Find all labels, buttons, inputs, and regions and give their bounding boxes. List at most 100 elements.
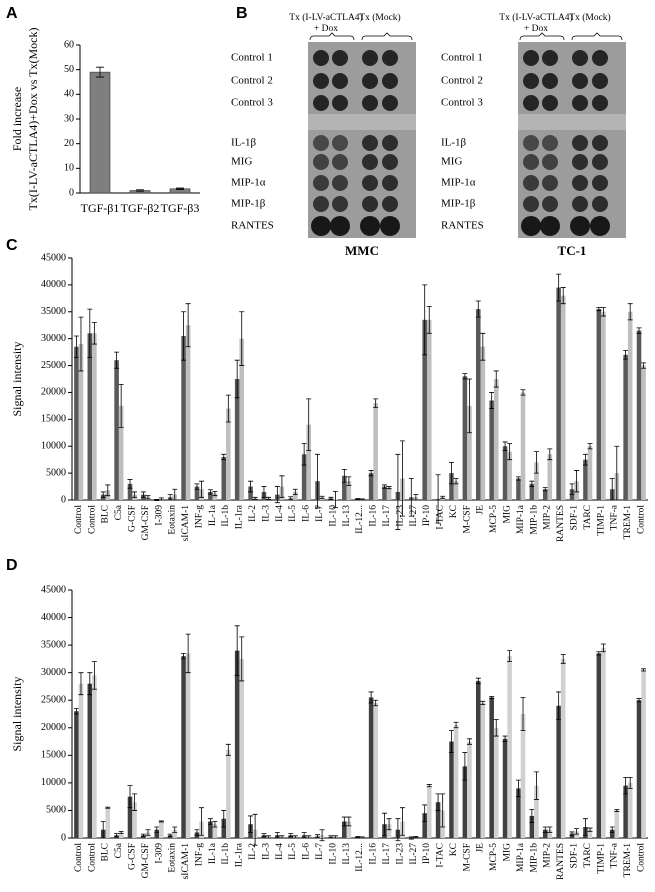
blot-group-label: + Dox [314, 24, 338, 34]
brace [571, 32, 623, 41]
x-tick-label: M-CSF [462, 505, 472, 534]
bar [467, 405, 472, 500]
y-tick-label: 25000 [41, 695, 66, 706]
error-bar [426, 306, 432, 334]
error-bar [341, 816, 347, 827]
error-bar [221, 810, 227, 828]
x-tick-label: sICAM-1 [181, 505, 191, 542]
error-bar [288, 833, 294, 838]
y-tick-label: 10000 [41, 441, 66, 452]
bar [480, 702, 486, 838]
x-tick-label: C5a [114, 842, 124, 858]
x-tick-label: Control [87, 505, 97, 534]
error-bar [132, 793, 138, 811]
error-bar [301, 832, 307, 839]
error-bar [641, 362, 647, 369]
error-bar [207, 818, 213, 825]
blot-spot [382, 50, 398, 66]
x-tick-label: IL-1ra [235, 504, 245, 529]
x-tick-label: MIG [503, 505, 513, 524]
x-tick-label: IL-2 [248, 505, 258, 522]
error-bar [422, 284, 428, 356]
bar [489, 400, 494, 500]
blot-spot [382, 154, 398, 170]
error-bar [341, 468, 347, 483]
bar [78, 683, 84, 838]
bar [221, 818, 227, 838]
error-bar [96, 66, 104, 78]
error-bar [627, 776, 633, 789]
error-bar [136, 189, 144, 192]
error-bar [118, 383, 124, 428]
bar [382, 486, 387, 500]
error-bar [462, 752, 468, 781]
blot-row-label: RANTES [231, 220, 274, 232]
bar [462, 376, 468, 500]
blot-spot [313, 135, 329, 151]
bar [520, 392, 526, 500]
x-tick-label: TARC [583, 505, 593, 530]
x-tick-label: BLC [101, 505, 111, 523]
bar [449, 473, 454, 500]
error-bar [542, 826, 548, 833]
bar [373, 403, 378, 500]
error-bar [225, 743, 231, 756]
error-bar [600, 643, 606, 653]
blot-row-label: Control 1 [441, 52, 483, 64]
error-bar [234, 359, 240, 399]
bar [248, 486, 253, 500]
x-tick-label: IL-3 [261, 843, 271, 860]
error-bar [529, 808, 535, 823]
error-bar [574, 828, 580, 835]
error-bar [386, 818, 392, 831]
error-bar [609, 478, 615, 501]
blot-group-label: + Dox [524, 24, 548, 34]
bar [87, 333, 93, 500]
x-tick-label: MIP-1a [516, 842, 526, 872]
bar [467, 741, 472, 838]
x-tick-label: TIMP-1 [596, 505, 606, 536]
error-bar [399, 807, 405, 836]
bar [234, 650, 240, 838]
bar [516, 478, 521, 500]
bar [520, 714, 526, 838]
error-bar [582, 818, 588, 836]
bar [502, 738, 508, 838]
x-tick-label: TGF-β3 [161, 201, 200, 215]
x-tick-label: TARC [583, 843, 593, 868]
x-tick-label: IL-4 [275, 843, 285, 860]
x-tick-label: G-CSF [127, 843, 137, 870]
x-tick-label: MIG [503, 843, 513, 862]
error-bar [502, 441, 508, 451]
error-bar [105, 484, 111, 497]
x-tick-label: TREM-1 [623, 505, 633, 540]
x-tick-label: IL-1a [208, 504, 218, 526]
x-tick-label: MIP-1a [516, 504, 526, 534]
bar [601, 311, 606, 500]
blot-spot [572, 73, 588, 89]
bar [542, 489, 548, 500]
blot-spot [362, 50, 378, 66]
x-tick-label: Control [636, 505, 646, 534]
error-bar [114, 833, 120, 838]
blot-row-label: MIG [441, 156, 462, 168]
error-bar [154, 826, 160, 833]
blot-row-label: MIP-1β [441, 198, 476, 210]
x-tick-label: IP-10 [422, 505, 432, 526]
blot-spot [332, 175, 348, 191]
error-bar [368, 691, 374, 704]
blot-spot [572, 95, 588, 111]
blot-spot [521, 216, 541, 236]
blot-spot [332, 50, 348, 66]
blot-spot [592, 50, 608, 66]
error-bar [609, 826, 615, 833]
error-bar [560, 654, 566, 664]
bar [587, 446, 593, 500]
bar [623, 354, 628, 500]
y-tick-label: 20000 [41, 722, 66, 733]
blot-spot [332, 95, 348, 111]
y-tick-label: 15000 [41, 414, 66, 425]
blot-spot [313, 196, 329, 212]
x-tick-label: IP-10 [422, 843, 432, 864]
error-bar [368, 470, 374, 477]
